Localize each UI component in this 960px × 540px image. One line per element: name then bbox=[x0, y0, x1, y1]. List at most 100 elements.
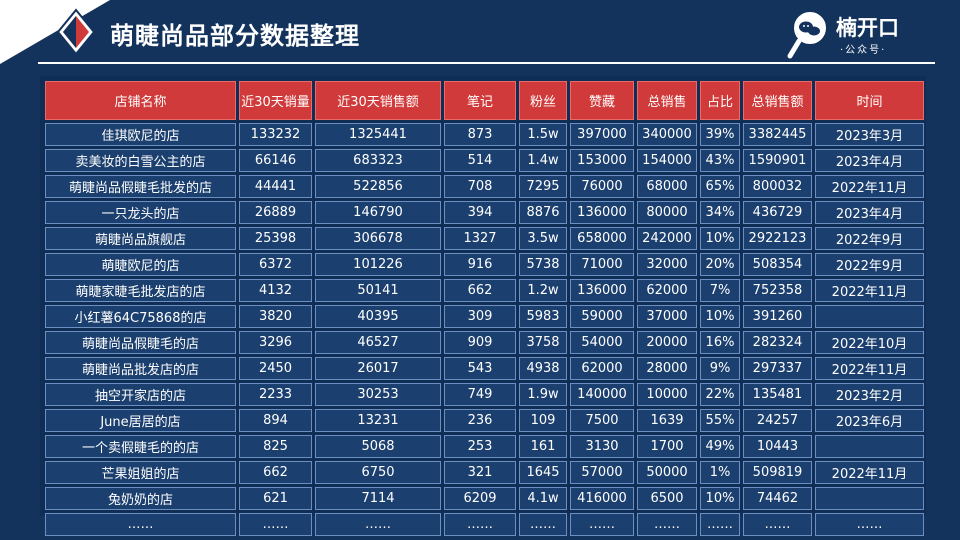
table-cell: 161 bbox=[519, 435, 567, 458]
table-cell: 一只龙头的店 bbox=[45, 201, 236, 224]
table-cell: 1.9w bbox=[519, 383, 567, 406]
table-cell: 508354 bbox=[743, 253, 812, 276]
table-cell: 133232 bbox=[239, 123, 312, 146]
table-cell: 514 bbox=[444, 149, 516, 172]
column-header: 粉丝 bbox=[519, 81, 567, 120]
table-row: 卖美妆的白雪公主的店 66146 683323 514 1.4w 153000 154000… bbox=[45, 149, 924, 172]
table-cell: 2450 bbox=[239, 357, 312, 380]
table-cell: 3.5w bbox=[519, 227, 567, 250]
column-header: 近30天销售额 bbox=[315, 81, 441, 120]
table-cell: 522856 bbox=[315, 175, 441, 198]
table-cell: 兔奶奶的店 bbox=[45, 487, 236, 510]
table-cell: 10% bbox=[700, 487, 740, 510]
column-header: 总销售 bbox=[637, 81, 697, 120]
brand-subtitle: ·公众号· bbox=[840, 45, 887, 56]
table-cell: 109 bbox=[519, 409, 567, 432]
table-cell: 1645 bbox=[519, 461, 567, 484]
table-cell: 135481 bbox=[743, 383, 812, 406]
table-cell: 662 bbox=[444, 279, 516, 302]
table-cell: 282324 bbox=[743, 331, 812, 354]
table-cell: 397000 bbox=[570, 123, 634, 146]
table-cell: 46527 bbox=[315, 331, 441, 354]
magnifier-chat-icon bbox=[787, 10, 828, 59]
table-cell: 萌睫欧尼的店 bbox=[45, 253, 236, 276]
table-cell: 59000 bbox=[570, 305, 634, 328]
table-cell: …… bbox=[239, 513, 312, 536]
table-cell: 873 bbox=[444, 123, 516, 146]
table-cell: 20% bbox=[700, 253, 740, 276]
table-cell: 101226 bbox=[315, 253, 441, 276]
table-cell: 13231 bbox=[315, 409, 441, 432]
table-cell bbox=[815, 435, 924, 458]
table-cell: 26889 bbox=[239, 201, 312, 224]
data-panel: 店铺名称 近30天销量 近30天销售额 笔记 粉丝 赞藏 总销售 占比 总销售额 时间 佳琪欧尼的… bbox=[40, 76, 926, 536]
table-cell: 16% bbox=[700, 331, 740, 354]
table-cell: …… bbox=[700, 513, 740, 536]
table-cell: 37000 bbox=[637, 305, 697, 328]
table-cell: 2023年4月 bbox=[815, 201, 924, 224]
table-cell: 57000 bbox=[570, 461, 634, 484]
column-header: 占比 bbox=[700, 81, 740, 120]
table-cell: 2023年2月 bbox=[815, 383, 924, 406]
table-row: 萌睫尚品假睫毛批发的店 44441 522856 708 7295 76000 68000 6… bbox=[45, 175, 924, 198]
table-cell: 3758 bbox=[519, 331, 567, 354]
table-cell: 394 bbox=[444, 201, 516, 224]
table-cell: 80000 bbox=[637, 201, 697, 224]
table-cell: 1590901 bbox=[743, 149, 812, 172]
table-cell: 1325441 bbox=[315, 123, 441, 146]
table-cell: 2022年9月 bbox=[815, 227, 924, 250]
table-cell: 2022年11月 bbox=[815, 461, 924, 484]
table-cell: 10443 bbox=[743, 435, 812, 458]
brand-name: 楠开口 bbox=[836, 16, 899, 40]
table-cell: 5068 bbox=[315, 435, 441, 458]
table-cell: …… bbox=[743, 513, 812, 536]
table-cell: 752358 bbox=[743, 279, 812, 302]
table-cell: 1.4w bbox=[519, 149, 567, 172]
table-cell: 抽空开家店的店 bbox=[45, 383, 236, 406]
table-body: 佳琪欧尼的店 133232 1325441 873 1.5w 397000 340000 39… bbox=[45, 123, 924, 536]
table-cell: 萌睫尚品批发店的店 bbox=[45, 357, 236, 380]
store-data-table: 店铺名称 近30天销量 近30天销售额 笔记 粉丝 赞藏 总销售 占比 总销售额 时间 佳琪欧尼的… bbox=[42, 78, 927, 539]
table-cell: 3130 bbox=[570, 435, 634, 458]
table-cell: 74462 bbox=[743, 487, 812, 510]
table-cell: 140000 bbox=[570, 383, 634, 406]
brand-logo: 楠开口 ·公众号· bbox=[786, 8, 956, 60]
table-cell: 391260 bbox=[743, 305, 812, 328]
table-cell: 154000 bbox=[637, 149, 697, 172]
table-cell: 436729 bbox=[743, 201, 812, 224]
table-cell: 20000 bbox=[637, 331, 697, 354]
table-cell: 909 bbox=[444, 331, 516, 354]
table-row: 兔奶奶的店 621 7114 6209 4.1w 416000 6500 10% 74462 bbox=[45, 487, 924, 510]
table-cell: 10% bbox=[700, 227, 740, 250]
table-cell: 2023年3月 bbox=[815, 123, 924, 146]
table-cell: 2023年6月 bbox=[815, 409, 924, 432]
table-cell: 1.2w bbox=[519, 279, 567, 302]
table-cell: 65% bbox=[700, 175, 740, 198]
table-cell: 62000 bbox=[637, 279, 697, 302]
table-row: 芒果姐姐的店 662 6750 321 1645 57000 50000 1% 509819 20… bbox=[45, 461, 924, 484]
table-cell: 236 bbox=[444, 409, 516, 432]
table-cell: 1639 bbox=[637, 409, 697, 432]
table-cell: 39% bbox=[700, 123, 740, 146]
table-cell: 2022年11月 bbox=[815, 279, 924, 302]
table-cell: 800032 bbox=[743, 175, 812, 198]
table-cell: 24257 bbox=[743, 409, 812, 432]
page-title: 萌睫尚品部分数据整理 bbox=[110, 22, 360, 50]
table-cell: 43% bbox=[700, 149, 740, 172]
table-cell: …… bbox=[315, 513, 441, 536]
table-cell: …… bbox=[519, 513, 567, 536]
table-cell: 6372 bbox=[239, 253, 312, 276]
table-cell: 4132 bbox=[239, 279, 312, 302]
table-cell: 153000 bbox=[570, 149, 634, 172]
table-cell: 6750 bbox=[315, 461, 441, 484]
table-cell: 1.5w bbox=[519, 123, 567, 146]
table-row: 萌睫家睫毛批发店的店 4132 50141 662 1.2w 136000 62000 7% 7… bbox=[45, 279, 924, 302]
header-divider bbox=[38, 62, 935, 64]
diamond-emblem-icon bbox=[56, 8, 96, 56]
table-header-row: 店铺名称 近30天销量 近30天销售额 笔记 粉丝 赞藏 总销售 占比 总销售额 时间 bbox=[45, 81, 924, 120]
table-cell: 543 bbox=[444, 357, 516, 380]
table-cell: 621 bbox=[239, 487, 312, 510]
table-cell: 1% bbox=[700, 461, 740, 484]
table-cell: 894 bbox=[239, 409, 312, 432]
column-header: 店铺名称 bbox=[45, 81, 236, 120]
